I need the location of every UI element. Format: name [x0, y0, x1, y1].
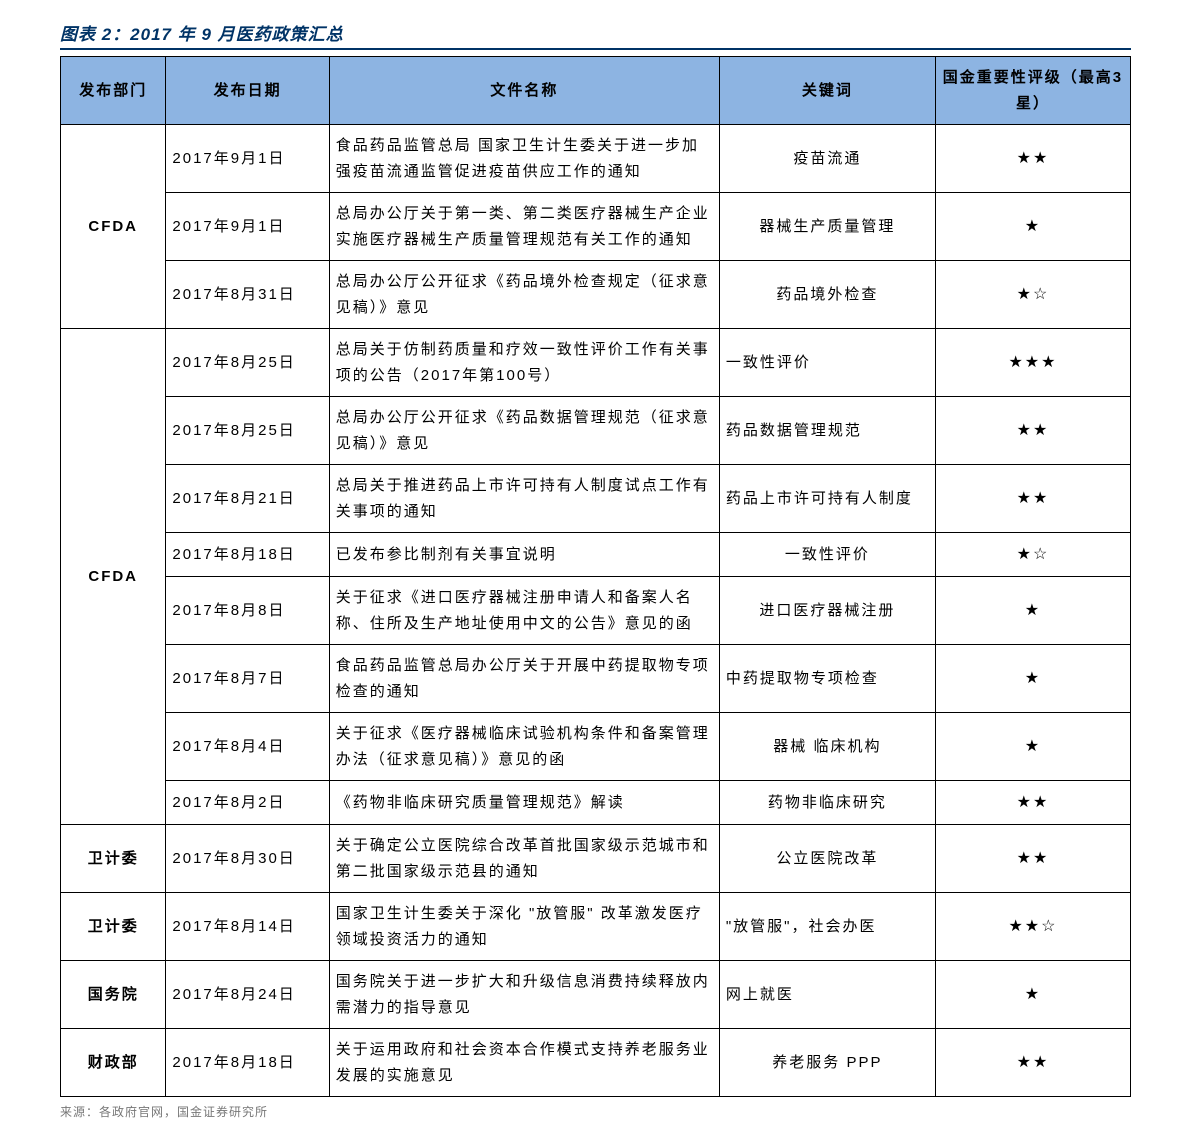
date-cell: 2017年8月18日 [166, 1029, 329, 1097]
date-cell: 2017年8月8日 [166, 577, 329, 645]
rating-cell: ★★ [935, 397, 1130, 465]
date-cell: 2017年8月25日 [166, 329, 329, 397]
dept-cell: CFDA [61, 329, 166, 825]
document-title-cell: 食品药品监管总局 国家卫生计生委关于进一步加强疫苗流通监管促进疫苗供应工作的通知 [329, 125, 719, 193]
date-cell: 2017年8月25日 [166, 397, 329, 465]
document-title-cell: 总局办公厅关于第一类、第二类医疗器械生产企业实施医疗器械生产质量管理规范有关工作… [329, 193, 719, 261]
document-title-cell: 食品药品监管总局办公厅关于开展中药提取物专项检查的通知 [329, 645, 719, 713]
policy-table: 发布部门 发布日期 文件名称 关键词 国金重要性评级（最高3星） CFDA201… [60, 56, 1131, 1097]
rating-cell: ★★ [935, 825, 1130, 893]
document-title-cell: 《药物非临床研究质量管理规范》解读 [329, 781, 719, 825]
date-cell: 2017年8月18日 [166, 533, 329, 577]
rating-cell: ★★★ [935, 329, 1130, 397]
date-cell: 2017年8月21日 [166, 465, 329, 533]
keyword-cell: 中药提取物专项检查 [719, 645, 935, 713]
rating-cell: ★ [935, 713, 1130, 781]
table-row: 2017年8月18日已发布参比制剂有关事宜说明一致性评价★☆ [61, 533, 1131, 577]
rating-cell: ★☆ [935, 533, 1130, 577]
rating-cell: ★☆ [935, 261, 1130, 329]
date-cell: 2017年9月1日 [166, 193, 329, 261]
table-row: 卫计委2017年8月30日关于确定公立医院综合改革首批国家级示范城市和第二批国家… [61, 825, 1131, 893]
source-note: 来源：各政府官网，国金证券研究所 [60, 1103, 1131, 1120]
document-title-cell: 国务院关于进一步扩大和升级信息消费持续释放内需潜力的指导意见 [329, 961, 719, 1029]
table-row: 2017年9月1日总局办公厅关于第一类、第二类医疗器械生产企业实施医疗器械生产质… [61, 193, 1131, 261]
keyword-cell: 器械 临床机构 [719, 713, 935, 781]
keyword-cell: 器械生产质量管理 [719, 193, 935, 261]
table-row: 2017年8月25日总局办公厅公开征求《药品数据管理规范（征求意见稿）》意见药品… [61, 397, 1131, 465]
keyword-cell: 养老服务 PPP [719, 1029, 935, 1097]
keyword-cell: 网上就医 [719, 961, 935, 1029]
document-title-cell: 国家卫生计生委关于深化 "放管服" 改革激发医疗领域投资活力的通知 [329, 893, 719, 961]
date-cell: 2017年8月4日 [166, 713, 329, 781]
table-row: CFDA2017年8月25日总局关于仿制药质量和疗效一致性评价工作有关事项的公告… [61, 329, 1131, 397]
table-row: 卫计委2017年8月14日国家卫生计生委关于深化 "放管服" 改革激发医疗领域投… [61, 893, 1131, 961]
rating-cell: ★★☆ [935, 893, 1130, 961]
table-header-row: 发布部门 发布日期 文件名称 关键词 国金重要性评级（最高3星） [61, 57, 1131, 125]
rating-cell: ★★ [935, 1029, 1130, 1097]
col-header-title: 文件名称 [329, 57, 719, 125]
rating-cell: ★ [935, 961, 1130, 1029]
rating-cell: ★★ [935, 125, 1130, 193]
dept-cell: 卫计委 [61, 893, 166, 961]
dept-cell: 国务院 [61, 961, 166, 1029]
dept-cell: 卫计委 [61, 825, 166, 893]
keyword-cell: 疫苗流通 [719, 125, 935, 193]
document-title-cell: 关于确定公立医院综合改革首批国家级示范城市和第二批国家级示范县的通知 [329, 825, 719, 893]
table-row: 2017年8月31日总局办公厅公开征求《药品境外检查规定（征求意见稿）》意见药品… [61, 261, 1131, 329]
keyword-cell: 药物非临床研究 [719, 781, 935, 825]
document-title-cell: 关于征求《进口医疗器械注册申请人和备案人名称、住所及生产地址使用中文的公告》意见… [329, 577, 719, 645]
table-row: 财政部2017年8月18日关于运用政府和社会资本合作模式支持养老服务业发展的实施… [61, 1029, 1131, 1097]
col-header-keyword: 关键词 [719, 57, 935, 125]
keyword-cell: 药品境外检查 [719, 261, 935, 329]
document-title-cell: 关于运用政府和社会资本合作模式支持养老服务业发展的实施意见 [329, 1029, 719, 1097]
chart-title: 图表 2：2017 年 9 月医药政策汇总 [60, 20, 1131, 50]
keyword-cell: "放管服"，社会办医 [719, 893, 935, 961]
document-title-cell: 总局办公厅公开征求《药品境外检查规定（征求意见稿）》意见 [329, 261, 719, 329]
date-cell: 2017年8月24日 [166, 961, 329, 1029]
dept-cell: CFDA [61, 125, 166, 329]
rating-cell: ★★ [935, 781, 1130, 825]
date-cell: 2017年8月31日 [166, 261, 329, 329]
document-title-cell: 总局关于推进药品上市许可持有人制度试点工作有关事项的通知 [329, 465, 719, 533]
table-row: 国务院2017年8月24日国务院关于进一步扩大和升级信息消费持续释放内需潜力的指… [61, 961, 1131, 1029]
date-cell: 2017年8月14日 [166, 893, 329, 961]
table-body: CFDA2017年9月1日食品药品监管总局 国家卫生计生委关于进一步加强疫苗流通… [61, 125, 1131, 1097]
table-row: 2017年8月21日总局关于推进药品上市许可持有人制度试点工作有关事项的通知药品… [61, 465, 1131, 533]
table-row: 2017年8月8日关于征求《进口医疗器械注册申请人和备案人名称、住所及生产地址使… [61, 577, 1131, 645]
date-cell: 2017年8月30日 [166, 825, 329, 893]
date-cell: 2017年8月2日 [166, 781, 329, 825]
keyword-cell: 一致性评价 [719, 329, 935, 397]
col-header-date: 发布日期 [166, 57, 329, 125]
rating-cell: ★ [935, 645, 1130, 713]
date-cell: 2017年9月1日 [166, 125, 329, 193]
rating-cell: ★ [935, 193, 1130, 261]
keyword-cell: 药品上市许可持有人制度 [719, 465, 935, 533]
keyword-cell: 药品数据管理规范 [719, 397, 935, 465]
col-header-dept: 发布部门 [61, 57, 166, 125]
keyword-cell: 一致性评价 [719, 533, 935, 577]
rating-cell: ★ [935, 577, 1130, 645]
table-row: 2017年8月7日食品药品监管总局办公厅关于开展中药提取物专项检查的通知中药提取… [61, 645, 1131, 713]
document-title-cell: 关于征求《医疗器械临床试验机构条件和备案管理办法（征求意见稿）》意见的函 [329, 713, 719, 781]
document-title-cell: 总局关于仿制药质量和疗效一致性评价工作有关事项的公告（2017年第100号） [329, 329, 719, 397]
dept-cell: 财政部 [61, 1029, 166, 1097]
col-header-rating: 国金重要性评级（最高3星） [935, 57, 1130, 125]
keyword-cell: 公立医院改革 [719, 825, 935, 893]
table-row: 2017年8月4日关于征求《医疗器械临床试验机构条件和备案管理办法（征求意见稿）… [61, 713, 1131, 781]
document-title-cell: 总局办公厅公开征求《药品数据管理规范（征求意见稿）》意见 [329, 397, 719, 465]
date-cell: 2017年8月7日 [166, 645, 329, 713]
table-row: 2017年8月2日《药物非临床研究质量管理规范》解读药物非临床研究★★ [61, 781, 1131, 825]
table-row: CFDA2017年9月1日食品药品监管总局 国家卫生计生委关于进一步加强疫苗流通… [61, 125, 1131, 193]
keyword-cell: 进口医疗器械注册 [719, 577, 935, 645]
rating-cell: ★★ [935, 465, 1130, 533]
document-title-cell: 已发布参比制剂有关事宜说明 [329, 533, 719, 577]
